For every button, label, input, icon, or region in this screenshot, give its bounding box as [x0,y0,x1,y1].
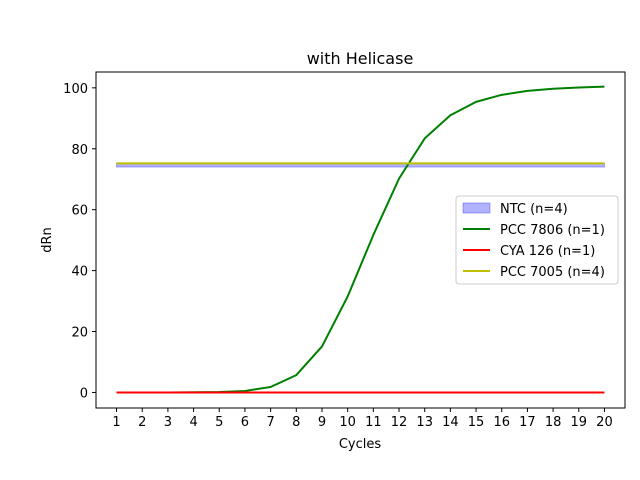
legend-label-pcc-7806-n-1: PCC 7806 (n=1) [500,223,605,238]
y-axis: 0 20 40 60 80 100 [63,82,96,401]
x-tick-label: 11 [365,415,382,430]
x-tick-label: 9 [318,415,326,430]
x-axis-label: Cycles [339,437,382,452]
y-tick-label: 60 [71,204,88,219]
x-axis: 1 2 3 4 5 6 7 8 9 10 11 12 13 14 15 16 17 18 19 20 [112,408,613,430]
y-tick-label: 100 [63,82,88,97]
x-tick-label: 12 [391,415,408,430]
x-tick-label: 8 [292,415,300,430]
legend-label-pcc-7005-n-4: PCC 7005 (n=4) [500,265,605,280]
x-tick-label: 16 [493,415,510,430]
chart-title: with Helicase [307,49,414,68]
x-tick-label: 3 [164,415,172,430]
legend: NTC (n=4) PCC 7806 (n=1) CYA 126 (n=1) PCC … [455,195,619,285]
x-tick-label: 10 [339,415,356,430]
y-axis-label: dRn [40,227,55,253]
x-tick-label: 7 [266,415,274,430]
x-tick-label: 20 [596,415,613,430]
x-tick-label: 6 [241,415,249,430]
x-tick-label: 4 [189,415,197,430]
x-tick-label: 5 [215,415,223,430]
x-tick-label: 14 [442,415,459,430]
plot-area [116,85,605,394]
plot-frame [95,71,626,409]
x-tick-label: 15 [468,415,485,430]
x-tick-label: 1 [112,415,120,430]
y-tick-label: 0 [80,386,88,401]
legend-label-ntc-n-4: NTC (n=4) [500,202,568,217]
x-tick-label: 19 [571,415,588,430]
legend-swatch-ntc-n-4 [462,202,491,214]
y-tick-label: 20 [71,326,88,341]
x-tick-label: 17 [519,415,536,430]
x-tick-label: 2 [138,415,146,430]
legend-box [455,195,619,285]
x-tick-label: 13 [416,415,433,430]
legend-label-cya-126-n-1: CYA 126 (n=1) [500,244,595,259]
y-tick-label: 40 [71,265,88,280]
y-tick-label: 80 [71,143,88,158]
x-tick-label: 18 [545,415,562,430]
